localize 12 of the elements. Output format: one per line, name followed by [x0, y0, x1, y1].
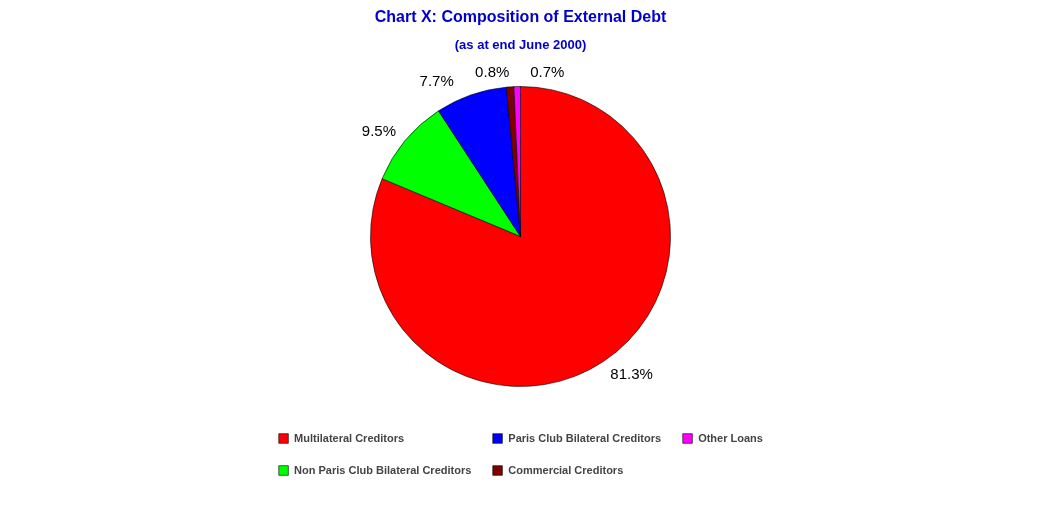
data-label: 7.7%	[419, 72, 454, 90]
legend-label: Other Loans	[698, 432, 763, 444]
data-label: 0.7%	[530, 63, 565, 81]
chart-title: Chart X: Composition of External Debt	[374, 7, 667, 25]
data-label: 81.3%	[610, 365, 653, 383]
legend-label: Multilateral Creditors	[294, 432, 405, 444]
legend-label: Commercial Creditors	[508, 464, 624, 476]
data-label: 0.8%	[475, 63, 510, 81]
data-label: 9.5%	[361, 122, 397, 140]
legend-label: Non Paris Club Bilateral Creditors	[294, 464, 472, 476]
chart-subtitle: (as at end June 2000)	[454, 36, 587, 52]
legend-label: Paris Club Bilateral Creditors	[508, 432, 662, 444]
